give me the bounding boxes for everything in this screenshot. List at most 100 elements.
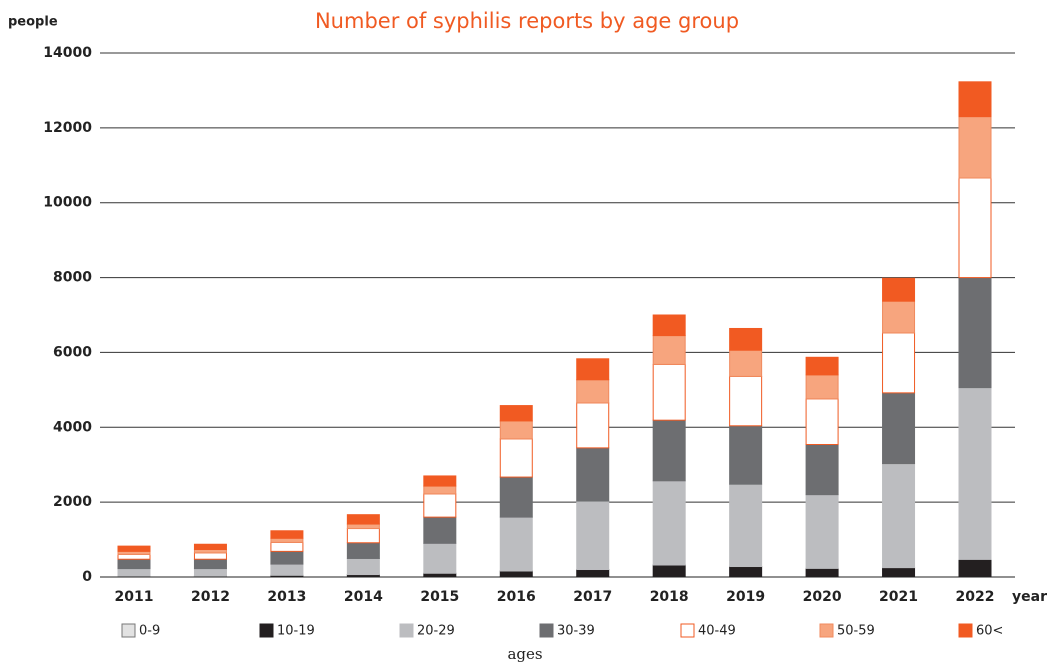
legend-swatch — [681, 624, 694, 637]
x-tick-label: 2017 — [573, 589, 612, 605]
bar-segment — [347, 529, 379, 543]
legend-swatch — [820, 624, 833, 637]
bar-segment — [959, 82, 991, 117]
bar-segment — [653, 336, 685, 365]
bar-segment — [883, 464, 915, 568]
x-tick-label: 2014 — [344, 589, 383, 605]
bar-segment — [883, 278, 915, 301]
bar-segment — [424, 573, 456, 577]
y-tick-label: 12000 — [43, 120, 92, 136]
bar-segment — [730, 484, 762, 566]
x-tick-label: 2021 — [879, 589, 918, 605]
legend-title: ages — [507, 645, 542, 663]
bar-segment — [806, 357, 838, 375]
bar-segment — [959, 117, 991, 178]
bar-segment — [500, 517, 532, 571]
legend-swatch — [959, 624, 972, 637]
y-tick-label: 6000 — [53, 344, 92, 360]
bar-segment — [577, 570, 609, 577]
bar-segment — [118, 569, 150, 576]
bar-segment — [271, 531, 303, 538]
bar-segment — [730, 376, 762, 425]
bar-segment — [194, 553, 226, 559]
y-tick-label: 0 — [82, 569, 92, 585]
legend-label: 40-49 — [698, 624, 736, 639]
legend-swatch — [540, 624, 553, 637]
bar-segment — [271, 538, 303, 542]
bar-segment — [730, 350, 762, 376]
bar-segment — [271, 551, 303, 564]
bar-segment — [730, 328, 762, 350]
bar-segment — [806, 375, 838, 399]
x-axis-label: year — [1012, 589, 1047, 605]
bar-segment — [347, 524, 379, 528]
legend-swatch — [400, 624, 413, 637]
bar-segment — [424, 543, 456, 573]
legend-label: 20-29 — [417, 624, 455, 639]
bar-segment — [806, 445, 838, 495]
bar-segment — [424, 494, 456, 517]
legend-label: 30-39 — [557, 624, 595, 639]
y-tick-label: 2000 — [53, 494, 92, 510]
bar-segment — [194, 559, 226, 568]
bar-segment — [500, 477, 532, 517]
bar-segment — [653, 364, 685, 420]
legend-label: 50-59 — [837, 624, 875, 639]
legend-swatch — [260, 624, 273, 637]
bar-segment — [500, 571, 532, 577]
bar-segment — [118, 554, 150, 559]
bar-segment — [883, 333, 915, 393]
bar-segment — [424, 517, 456, 543]
bar-segment — [577, 448, 609, 501]
bar-segment — [653, 565, 685, 577]
bar-segment — [806, 568, 838, 576]
legend-label: 0-9 — [139, 624, 160, 639]
x-tick-label: 2015 — [420, 589, 459, 605]
chart-title: Number of syphilis reports by age group — [315, 9, 739, 33]
x-tick-label: 2016 — [497, 589, 536, 605]
x-tick-label: 2020 — [803, 589, 842, 605]
bar-segment — [730, 567, 762, 577]
bar-segment — [577, 359, 609, 380]
bar-segment — [347, 543, 379, 559]
bar-segment — [347, 558, 379, 574]
bar-segment — [424, 486, 456, 494]
bar-segment — [194, 569, 226, 576]
bar-segment — [883, 301, 915, 333]
bar-segment — [271, 542, 303, 551]
bar-segment — [500, 421, 532, 439]
x-tick-label: 2013 — [267, 589, 306, 605]
bar-segment — [653, 315, 685, 336]
bar-segment — [959, 559, 991, 576]
bar-segment — [883, 393, 915, 464]
bar-segment — [118, 559, 150, 568]
x-tick-label: 2012 — [191, 589, 230, 605]
bar-segment — [347, 515, 379, 524]
bar-segment — [959, 278, 991, 388]
bar-segment — [424, 476, 456, 486]
y-tick-label: 10000 — [43, 195, 92, 211]
bar-segment — [577, 380, 609, 403]
bar-segment — [883, 568, 915, 577]
bar-segment — [730, 426, 762, 484]
bar-segment — [577, 501, 609, 569]
y-tick-label: 14000 — [43, 45, 92, 61]
bar-segment — [500, 439, 532, 477]
bar-segment — [653, 420, 685, 481]
x-tick-label: 2018 — [650, 589, 689, 605]
x-tick-label: 2022 — [956, 589, 995, 605]
bar-segment — [118, 546, 150, 551]
y-tick-label: 8000 — [53, 270, 92, 286]
legend-label: 60< — [976, 624, 1003, 639]
bar-segment — [959, 388, 991, 560]
legend-swatch — [122, 624, 135, 637]
bar-segment — [194, 549, 226, 552]
bar-segment — [500, 406, 532, 421]
x-tick-label: 2011 — [115, 589, 154, 605]
y-tick-label: 4000 — [53, 419, 92, 435]
bar-segment — [271, 564, 303, 575]
bar-segment — [653, 481, 685, 565]
legend-label: 10-19 — [277, 624, 315, 639]
